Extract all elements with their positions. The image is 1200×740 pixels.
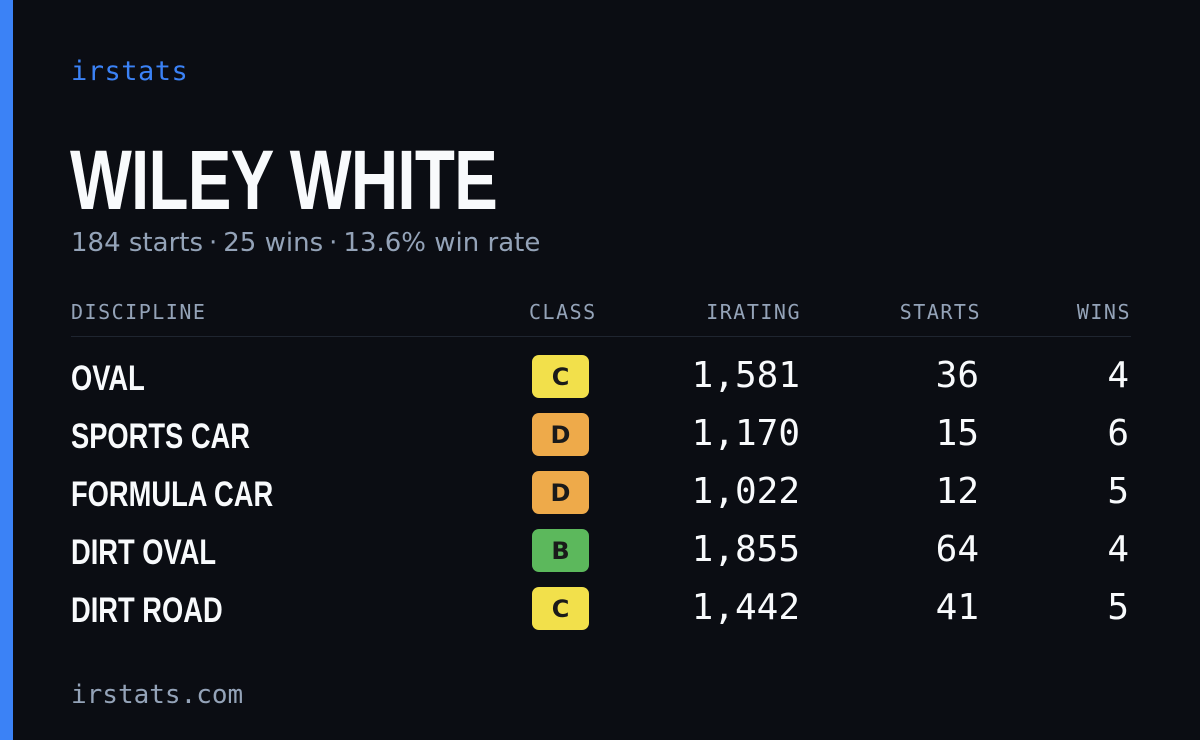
header-irating: IRATING	[706, 300, 801, 324]
summary-win-rate: 13.6% win rate	[343, 228, 541, 258]
header-class: CLASS	[529, 300, 597, 324]
class-badge: D	[532, 471, 589, 514]
summary-separator: ·	[209, 228, 218, 258]
table-row: Dirt Oval B 1,855 64 4	[71, 527, 1131, 585]
starts-value: 36	[935, 355, 979, 396]
class-badge: D	[532, 413, 589, 456]
starts-value: 41	[935, 587, 979, 628]
class-badge: B	[532, 529, 589, 572]
starts-value: 12	[935, 471, 979, 512]
table-row: Oval C 1,581 36 4	[71, 353, 1131, 411]
table-row: Formula Car D 1,022 12 5	[71, 469, 1131, 527]
summary-wins: 25 wins	[223, 228, 324, 258]
wins-value: 4	[1107, 529, 1129, 570]
class-badge: C	[532, 355, 589, 398]
discipline-table: DISCIPLINE CLASS IRATING STARTS WINS Ova…	[71, 300, 1131, 643]
irating-value: 1,442	[691, 587, 800, 628]
starts-value: 64	[935, 529, 979, 570]
discipline-name: Dirt Oval	[71, 533, 217, 572]
wins-value: 5	[1107, 471, 1129, 512]
discipline-name: Formula Car	[71, 475, 274, 514]
header-starts: STARTS	[899, 300, 981, 324]
discipline-name: Oval	[71, 359, 145, 398]
driver-summary: 184 starts · 25 wins · 13.6% win rate	[71, 228, 540, 258]
discipline-name: Dirt Road	[71, 591, 223, 630]
summary-starts: 184 starts	[71, 228, 203, 258]
table-header: DISCIPLINE CLASS IRATING STARTS WINS	[71, 300, 1131, 337]
irating-value: 1,855	[691, 529, 800, 570]
header-discipline: DISCIPLINE	[71, 300, 207, 324]
accent-bar	[0, 0, 13, 740]
irating-value: 1,022	[691, 471, 800, 512]
table-row: Sports Car D 1,170 15 6	[71, 411, 1131, 469]
wins-value: 6	[1107, 413, 1129, 454]
discipline-name: Sports Car	[71, 417, 250, 456]
starts-value: 15	[935, 413, 979, 454]
wins-value: 5	[1107, 587, 1129, 628]
brand-logo: irstats	[71, 56, 189, 87]
summary-separator: ·	[329, 228, 338, 258]
irating-value: 1,170	[691, 413, 800, 454]
table-row: Dirt Road C 1,442 41 5	[71, 585, 1131, 643]
header-wins: WINS	[1076, 300, 1131, 324]
table-body: Oval C 1,581 36 4 Sports Car D 1,170 15 …	[71, 353, 1131, 643]
footer-link[interactable]: irstats.com	[71, 680, 244, 710]
irating-value: 1,581	[691, 355, 800, 396]
wins-value: 4	[1107, 355, 1129, 396]
driver-name: Wiley White	[70, 133, 498, 227]
class-badge: C	[532, 587, 589, 630]
